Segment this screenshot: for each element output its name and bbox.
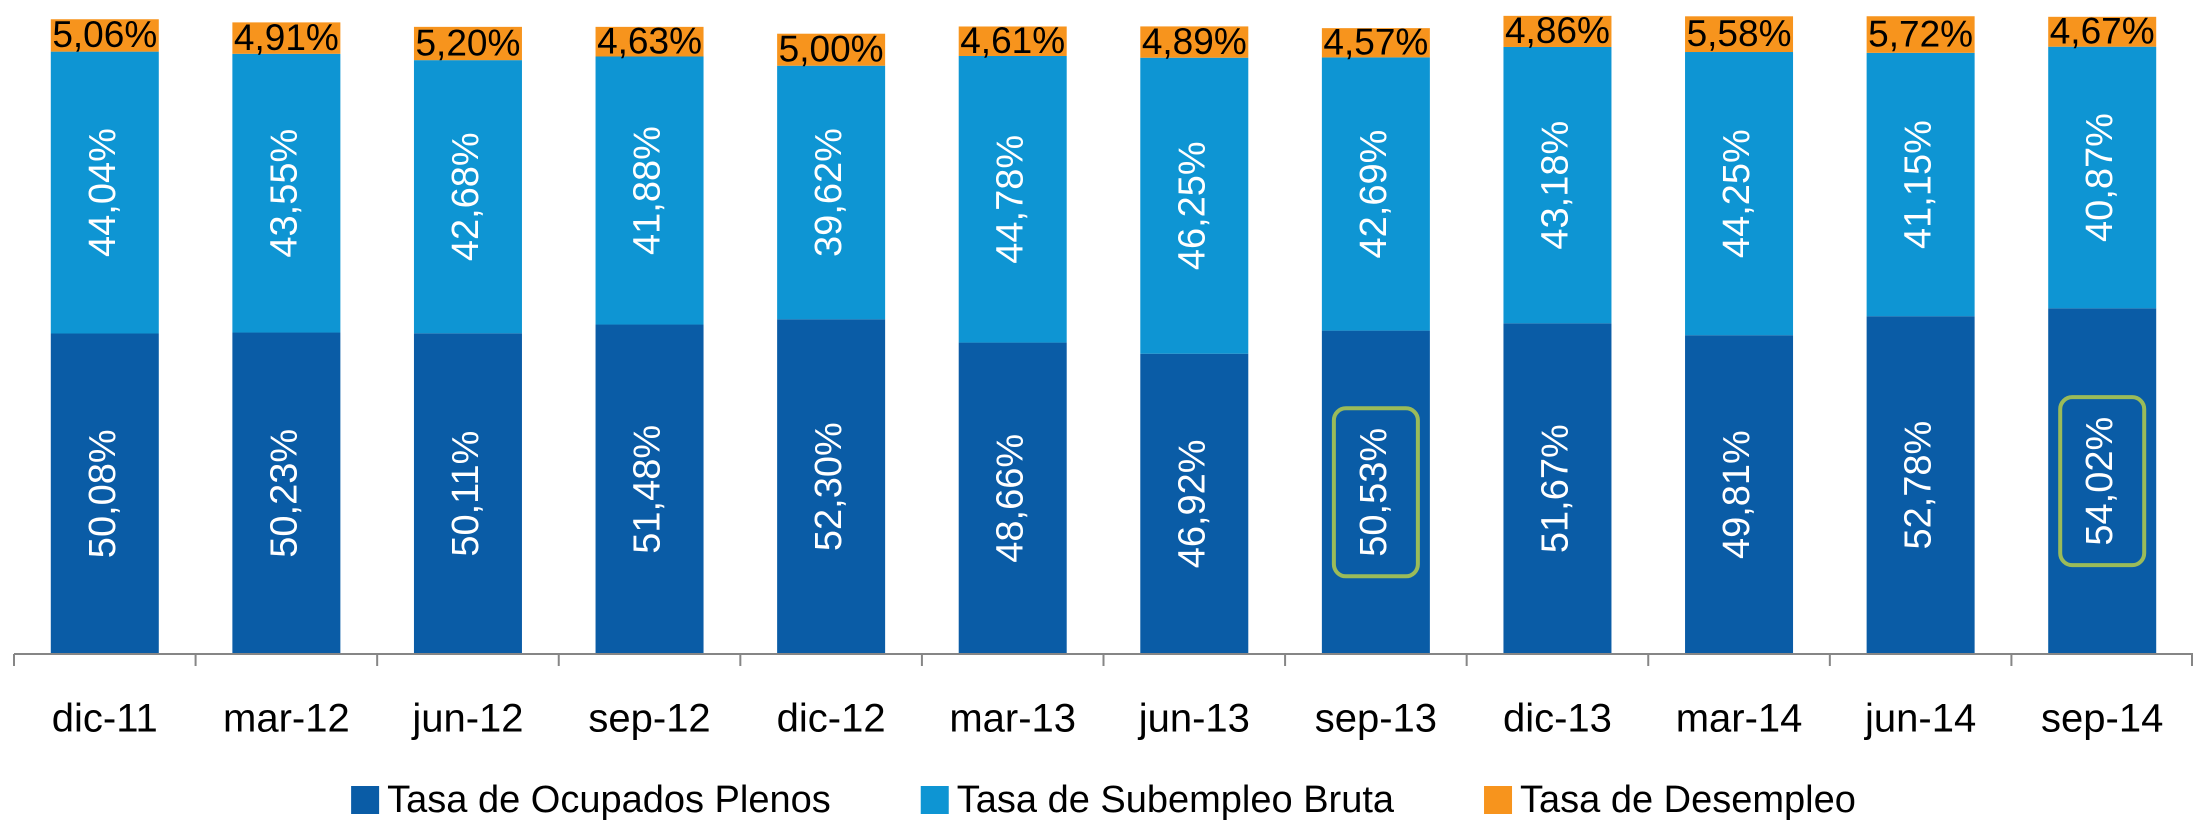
bar-segment [1140, 57, 1249, 354]
bar-segment [2048, 46, 2157, 309]
x-tick-label: dic-11 [52, 697, 158, 741]
bar-segment [1685, 52, 1794, 336]
bar-segment [413, 333, 522, 654]
value-label: 50,11% [445, 431, 487, 557]
bar-segment [50, 333, 159, 654]
legend-item: Tasa de Subempleo Bruta [920, 779, 1395, 820]
value-label: 5,20% [415, 22, 520, 63]
legend-label: Tasa de Subempleo Bruta [957, 779, 1395, 820]
x-tick-label: mar-12 [223, 697, 350, 741]
legend-swatch [920, 786, 949, 814]
bar-segment [595, 56, 704, 325]
highlight-box [2058, 395, 2147, 568]
bar-segment [50, 51, 159, 334]
bar-segment [1685, 16, 1794, 53]
bar-segment [232, 53, 341, 333]
value-label: 48,66% [990, 434, 1032, 563]
value-label: 42,68% [445, 132, 487, 261]
value-label: 44,04% [82, 128, 124, 257]
value-label: 46,92% [1171, 439, 1213, 568]
bar-segment [595, 324, 704, 654]
bar-segment [1321, 57, 1430, 331]
value-label: 51,48% [627, 425, 669, 554]
x-tick-label: dic-12 [777, 697, 886, 741]
value-label: 4,63% [597, 20, 702, 61]
bar-segment [777, 319, 886, 654]
value-label: 51,67% [1534, 424, 1576, 553]
value-label: 43,55% [263, 129, 305, 258]
value-label: 54,02% [2079, 417, 2121, 546]
bar-segment [595, 26, 704, 57]
value-label: 41,88% [627, 126, 669, 255]
x-tick-label: mar-14 [1676, 697, 1803, 741]
value-label: 50,08% [82, 429, 124, 558]
legend-item: Tasa de Ocupados Plenos [351, 779, 831, 820]
x-tick-label: sep-14 [2041, 697, 2163, 741]
value-label: 44,78% [990, 135, 1032, 264]
legend-item: Tasa de Desempleo [1484, 779, 1856, 820]
x-tick-label: jun-14 [1864, 697, 1976, 741]
bar-segment [1140, 353, 1249, 654]
x-tick-label: sep-12 [588, 697, 710, 741]
legend-label: Tasa de Ocupados Plenos [387, 779, 831, 820]
bar-segment [777, 33, 886, 66]
x-tick-label: jun-13 [1138, 697, 1250, 741]
value-label: 44,25% [1716, 129, 1758, 258]
bar-segment [1140, 26, 1249, 58]
value-label: 42,69% [1353, 130, 1395, 259]
bar-segment [1503, 46, 1612, 324]
value-label: 5,72% [1868, 13, 1973, 54]
value-label: 41,15% [1898, 120, 1940, 249]
value-label: 52,78% [1898, 421, 1940, 550]
value-label: 4,86% [1505, 10, 1610, 51]
legend-swatch [1484, 786, 1513, 814]
value-label: 46,25% [1171, 141, 1213, 270]
bar-segment [958, 26, 1067, 56]
value-label: 43,18% [1534, 121, 1576, 250]
bar-segment [1866, 316, 1975, 654]
value-label: 40,87% [2079, 113, 2121, 242]
highlight-box [1331, 406, 1420, 579]
bar-segment [1321, 330, 1430, 654]
bar-segment [232, 22, 341, 54]
value-label: 5,06% [52, 14, 157, 55]
bar-segment [413, 60, 522, 334]
value-label: 4,57% [1323, 22, 1428, 63]
value-label: 50,23% [263, 429, 305, 558]
x-tick-label: dic-13 [1503, 697, 1612, 741]
bar-segment [958, 55, 1067, 343]
legend-swatch [351, 786, 380, 814]
value-label: 4,67% [2050, 11, 2155, 52]
bar-segment [2048, 16, 2157, 47]
value-label: 49,81% [1716, 430, 1758, 559]
value-label: 5,58% [1687, 13, 1792, 54]
bar-segment [777, 65, 886, 320]
value-label: 5,00% [779, 28, 884, 69]
value-label: 4,91% [234, 17, 339, 58]
bar-segment [413, 26, 522, 61]
bar-segment [2048, 308, 2157, 654]
bar-segment [1503, 15, 1612, 47]
value-label: 52,30% [808, 422, 850, 551]
bar-segment [1685, 335, 1794, 654]
x-tick-label: mar-13 [949, 697, 1076, 741]
bar-segment [1503, 323, 1612, 654]
bar-segment [958, 342, 1067, 654]
value-label: 39,62% [808, 128, 850, 257]
x-tick-label: jun-12 [411, 697, 523, 741]
bar-segment [232, 332, 341, 654]
value-label: 4,89% [1142, 21, 1247, 62]
value-label: 50,53% [1353, 428, 1395, 557]
bar-segment [1866, 16, 1975, 53]
bar-segment [50, 19, 159, 52]
value-label: 4,61% [960, 20, 1065, 61]
bar-segment [1321, 28, 1430, 58]
legend-label: Tasa de Desempleo [1520, 779, 1856, 820]
bar-segment [1866, 52, 1975, 317]
x-tick-label: sep-13 [1315, 697, 1437, 741]
